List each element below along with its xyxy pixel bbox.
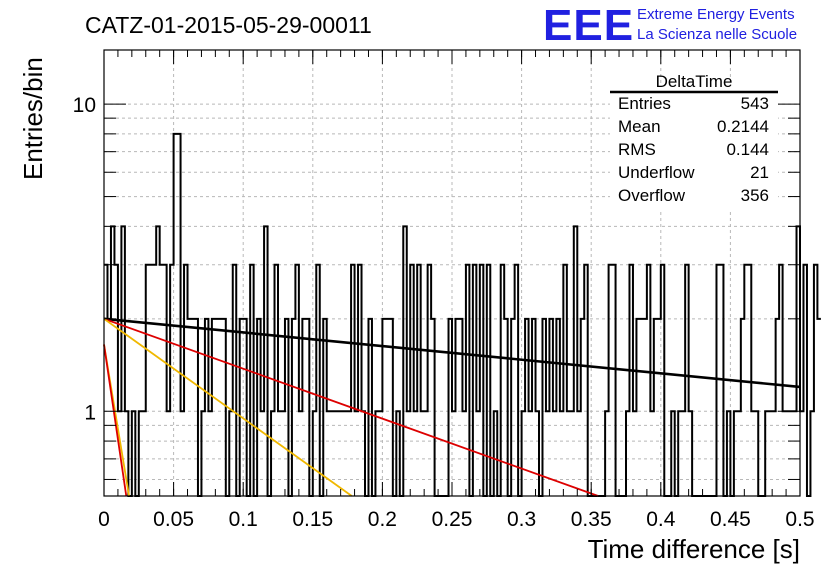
x-tick-label: 0.15 xyxy=(292,508,333,531)
x-tick-label: 0 xyxy=(98,508,110,531)
x-tick-label: 0.05 xyxy=(153,508,194,531)
stat-value: 543 xyxy=(741,94,769,113)
fit-curves xyxy=(103,317,801,497)
x-tick-label: 0.45 xyxy=(710,508,751,531)
x-tick-label: 0.2 xyxy=(368,508,397,531)
stats-box-bg xyxy=(610,84,778,209)
x-tick-label: 0.4 xyxy=(646,508,676,531)
chart-title: CATZ-01-2015-05-29-00011 xyxy=(85,12,372,38)
logo-text: EEE xyxy=(543,1,634,50)
x-tick-label: 0.3 xyxy=(507,508,536,531)
y-tick-label: 1 xyxy=(84,401,96,424)
x-tick-label: 0.35 xyxy=(571,508,612,531)
logo-line-1: Extreme Energy Events xyxy=(637,6,795,23)
fit-curve xyxy=(103,317,801,389)
histogram-steps xyxy=(104,132,821,497)
stat-value: 0.144 xyxy=(726,140,769,159)
fit-curve xyxy=(103,318,353,497)
stat-label: Underflow xyxy=(618,163,695,182)
histogram xyxy=(104,132,821,497)
x-tick-label: 0.1 xyxy=(229,508,258,531)
stat-label: Entries xyxy=(618,94,671,113)
fit-curve xyxy=(103,344,128,497)
axes: 0 0.05 0.1 0.15 0.2 0.25 0.3 0.35 0.4 0.45 0.5 1 10 xyxy=(73,50,815,531)
stat-value: 356 xyxy=(741,186,769,205)
stats-box: DeltaTime Entries 543 Mean 0.2144 RMS 0.144 Un… xyxy=(610,72,778,209)
stat-value: 21 xyxy=(750,163,769,182)
logo-line-2: La Scienza nelle Scuole xyxy=(637,26,797,43)
y-tick-label: 10 xyxy=(73,94,96,117)
stat-label: RMS xyxy=(618,140,656,159)
x-tick-label: 0.25 xyxy=(432,508,473,531)
eee-logo: EEE Extreme Energy Events La Scienza nel… xyxy=(543,1,797,50)
stat-value: 0.2144 xyxy=(717,117,769,136)
x-axis-label: Time difference [s] xyxy=(588,534,800,564)
y-axis-label: Entries/bin xyxy=(18,57,48,180)
stats-title: DeltaTime xyxy=(656,72,733,91)
stat-label: Mean xyxy=(618,117,661,136)
stat-label: Overflow xyxy=(618,186,686,205)
x-tick-label: 0.5 xyxy=(785,508,814,531)
fit-curve xyxy=(103,317,599,497)
